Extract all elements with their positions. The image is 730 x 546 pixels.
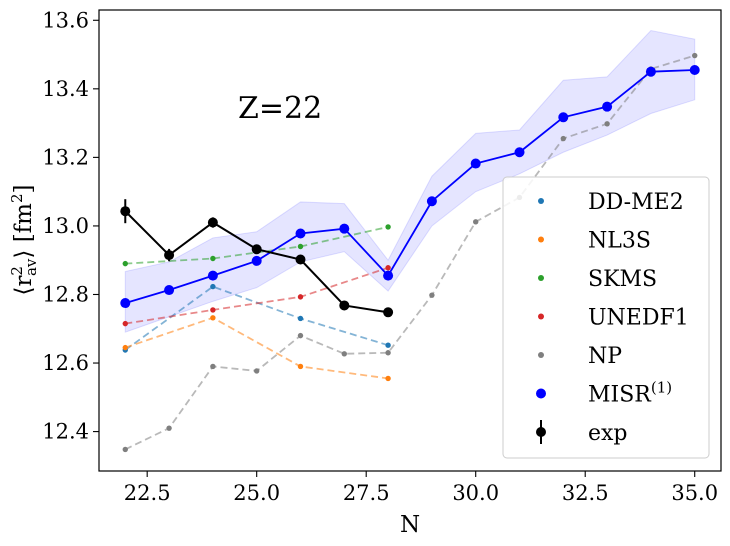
np-point xyxy=(210,363,216,370)
exp-point xyxy=(383,307,394,318)
x-tick-label: 30.0 xyxy=(452,481,499,505)
skms-point xyxy=(385,224,391,230)
misr-point xyxy=(426,196,437,207)
misr-uncertainty-band xyxy=(124,30,696,333)
x-tick-label: 32.5 xyxy=(562,481,609,505)
misr-point xyxy=(295,228,306,239)
legend: DD-ME2 NL3S SKMS UNEDF1 NP MISR(1) exp xyxy=(502,176,710,459)
legend-marker-misr xyxy=(536,388,546,399)
unedf1-point xyxy=(122,320,128,327)
x-tick-label: 22.5 xyxy=(124,481,171,505)
legend-label-np: NP xyxy=(588,344,622,369)
np-point xyxy=(429,292,435,298)
legend-label-skms: SKMS xyxy=(588,267,657,292)
np-point xyxy=(122,446,128,453)
y-tick-label: 13.4 xyxy=(42,77,89,101)
misr-point xyxy=(558,112,569,123)
nl3s-point xyxy=(297,363,304,370)
skms-series-line xyxy=(125,226,389,265)
legend-marker-nl3s xyxy=(538,236,544,243)
unedf1-point xyxy=(385,265,391,271)
nl3s-point xyxy=(385,375,391,382)
misr-point xyxy=(470,158,481,169)
misr-point xyxy=(339,223,350,234)
legend-box xyxy=(502,176,710,459)
x-tick-label: 25.0 xyxy=(233,481,280,505)
y-tick-label: 12.6 xyxy=(42,351,89,375)
misr-series-line xyxy=(125,69,695,304)
unedf1-point xyxy=(210,307,216,313)
skms-point xyxy=(297,243,304,250)
misr-point xyxy=(689,64,700,75)
dd-me2-point xyxy=(297,315,304,322)
unedf1-point xyxy=(297,294,304,300)
legend-marker-dd-me2 xyxy=(538,198,544,204)
skms-point xyxy=(122,260,128,267)
y-tick-label: 13.2 xyxy=(42,145,89,169)
unedf1-series-line xyxy=(125,266,389,325)
x-axis-label: N xyxy=(400,512,420,538)
y-axis-ticks: 12.4 12.6 12.8 13.0 13.2 13.4 13.6 xyxy=(42,8,99,444)
legend-label-exp: exp xyxy=(588,421,628,446)
legend-label-misr: MISR(1) xyxy=(588,379,672,408)
legend-marker-exp xyxy=(536,427,546,437)
exp-point xyxy=(295,254,306,265)
nl3s-series-line xyxy=(124,316,389,380)
np-series-line xyxy=(124,54,695,451)
nl3s-point xyxy=(122,344,128,351)
x-tick-label: 27.5 xyxy=(343,481,390,505)
exp-point xyxy=(251,244,262,255)
np-point xyxy=(166,425,172,431)
misr-point xyxy=(207,270,218,281)
legend-label-nl3s: NL3S xyxy=(588,229,651,254)
legend-entries: DD-ME2 NL3S SKMS UNEDF1 NP MISR(1) exp xyxy=(536,190,689,446)
np-point xyxy=(692,52,698,59)
misr-point xyxy=(383,270,394,281)
uncertainty-band-layer xyxy=(124,30,696,333)
legend-label-unedf1: UNEDF1 xyxy=(588,306,689,331)
nl3s-point xyxy=(210,315,216,321)
dd-me2-point xyxy=(385,342,391,348)
legend-marker-skms xyxy=(538,275,544,281)
misr-point xyxy=(120,298,131,309)
chart-annotation: Z=22 xyxy=(238,91,322,126)
np-point xyxy=(297,332,304,339)
np-point xyxy=(560,135,567,142)
y-tick-label: 13.0 xyxy=(42,214,89,238)
misr-point xyxy=(645,66,656,77)
exp-point xyxy=(207,217,218,228)
y-axis-label: ⟨r2av⟩ [fm2] xyxy=(8,184,40,295)
np-point xyxy=(341,351,347,357)
np-point xyxy=(253,368,260,374)
series-markers-layer xyxy=(120,52,700,453)
misr-point xyxy=(251,255,262,266)
np-point xyxy=(385,350,391,356)
np-point xyxy=(473,219,479,225)
plot-frame xyxy=(98,9,722,472)
y-tick-label: 12.4 xyxy=(42,420,89,444)
np-point xyxy=(604,121,610,127)
exp-point xyxy=(339,300,350,311)
misr-point xyxy=(602,101,613,112)
legend-marker-unedf1 xyxy=(538,313,544,320)
x-axis-ticks: 22.5 25.0 27.5 30.0 32.5 35.0 xyxy=(124,471,718,505)
y-tick-label: 12.8 xyxy=(42,282,89,306)
skms-point xyxy=(210,255,216,262)
dd-me2-point xyxy=(210,283,216,290)
exp-point xyxy=(164,250,175,261)
misr-point xyxy=(164,285,175,296)
x-tick-label: 35.0 xyxy=(671,481,718,505)
misr-point xyxy=(514,147,525,158)
legend-label-dd-me2: DD-ME2 xyxy=(588,190,684,215)
exp-point xyxy=(120,206,131,217)
legend-marker-np xyxy=(538,352,544,358)
y-tick-label: 13.6 xyxy=(42,8,89,32)
